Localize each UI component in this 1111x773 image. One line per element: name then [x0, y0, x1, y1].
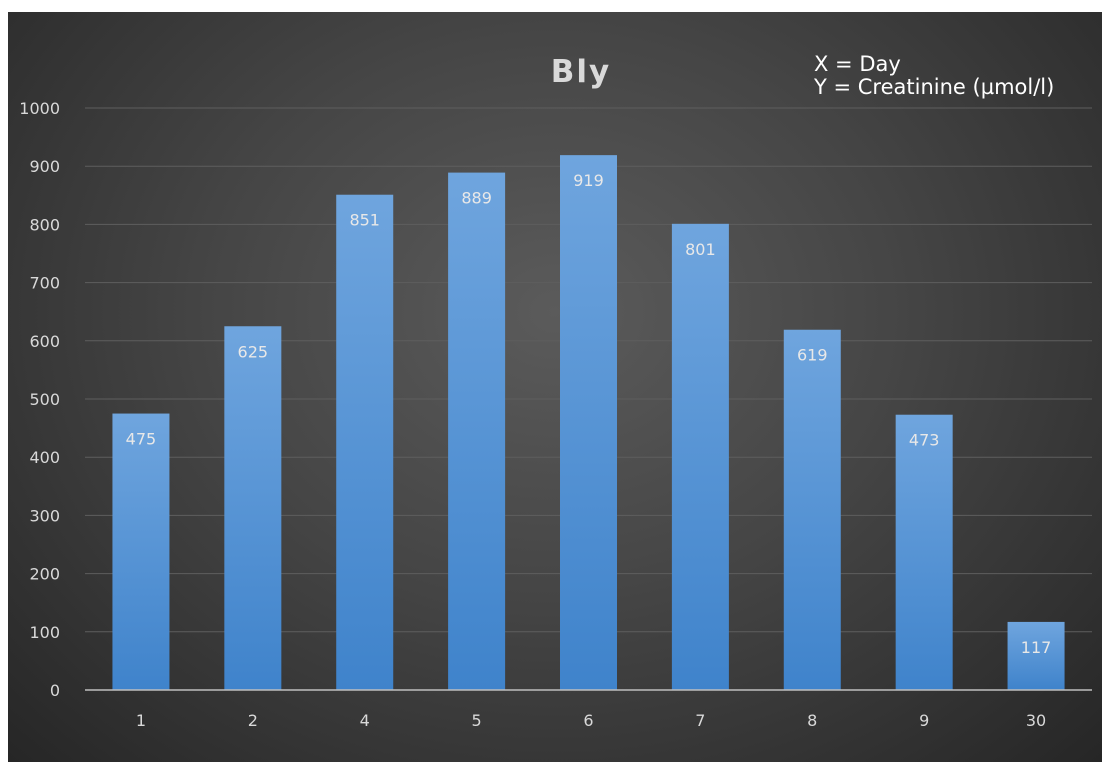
bar [448, 172, 506, 691]
data-label: 117 [1021, 638, 1052, 657]
bar [783, 329, 841, 690]
bar [1007, 621, 1065, 690]
x-tick-label: 1 [136, 711, 146, 730]
y-tick-label: 400 [29, 448, 60, 467]
x-tick-label: 4 [360, 711, 370, 730]
bar [224, 326, 282, 690]
data-label: 619 [797, 346, 828, 365]
bar [895, 414, 953, 690]
y-tick-label: 600 [29, 332, 60, 351]
labels: 0100200300400500600700800900100047516252… [19, 99, 1051, 730]
y-tick-label: 900 [29, 157, 60, 176]
x-tick-label: 6 [583, 711, 593, 730]
bar [336, 194, 394, 690]
y-tick-label: 300 [29, 506, 60, 525]
y-tick-label: 800 [29, 215, 60, 234]
chart-title: Bly [551, 54, 611, 90]
x-tick-label: 30 [1026, 711, 1046, 730]
data-label: 919 [573, 171, 604, 190]
y-tick-label: 1000 [19, 99, 60, 118]
x-axis-note: X = Day [814, 52, 901, 76]
data-label: 851 [349, 211, 380, 230]
y-tick-label: 200 [29, 565, 60, 584]
chart-area: 0 100 200 300 400 500 600 700 800 900 1000 475 1 625 2… [8, 12, 1102, 762]
y-tick-label: 700 [29, 274, 60, 293]
data-label: 475 [126, 430, 157, 449]
data-label: 889 [461, 189, 492, 208]
x-tick-label: 5 [472, 711, 482, 730]
bar [560, 155, 617, 691]
x-tick-label: 2 [248, 711, 258, 730]
data-label: 625 [238, 342, 269, 361]
x-tick-label: 7 [695, 711, 705, 730]
bars [112, 155, 1065, 691]
bar [671, 223, 729, 690]
y-axis-note: Y = Creatinine (µmol/l) [813, 75, 1054, 99]
y-tick-label: 500 [29, 390, 60, 409]
x-tick-label: 9 [919, 711, 929, 730]
y-tick-label: 100 [29, 623, 60, 642]
bar [112, 413, 170, 690]
bar-chart: 0100200300400500600700800900100047516252… [19, 52, 1092, 730]
data-label: 801 [685, 240, 716, 259]
y-tick-label: 0 [50, 681, 60, 700]
x-tick-label: 8 [807, 711, 817, 730]
data-label: 473 [909, 431, 940, 450]
